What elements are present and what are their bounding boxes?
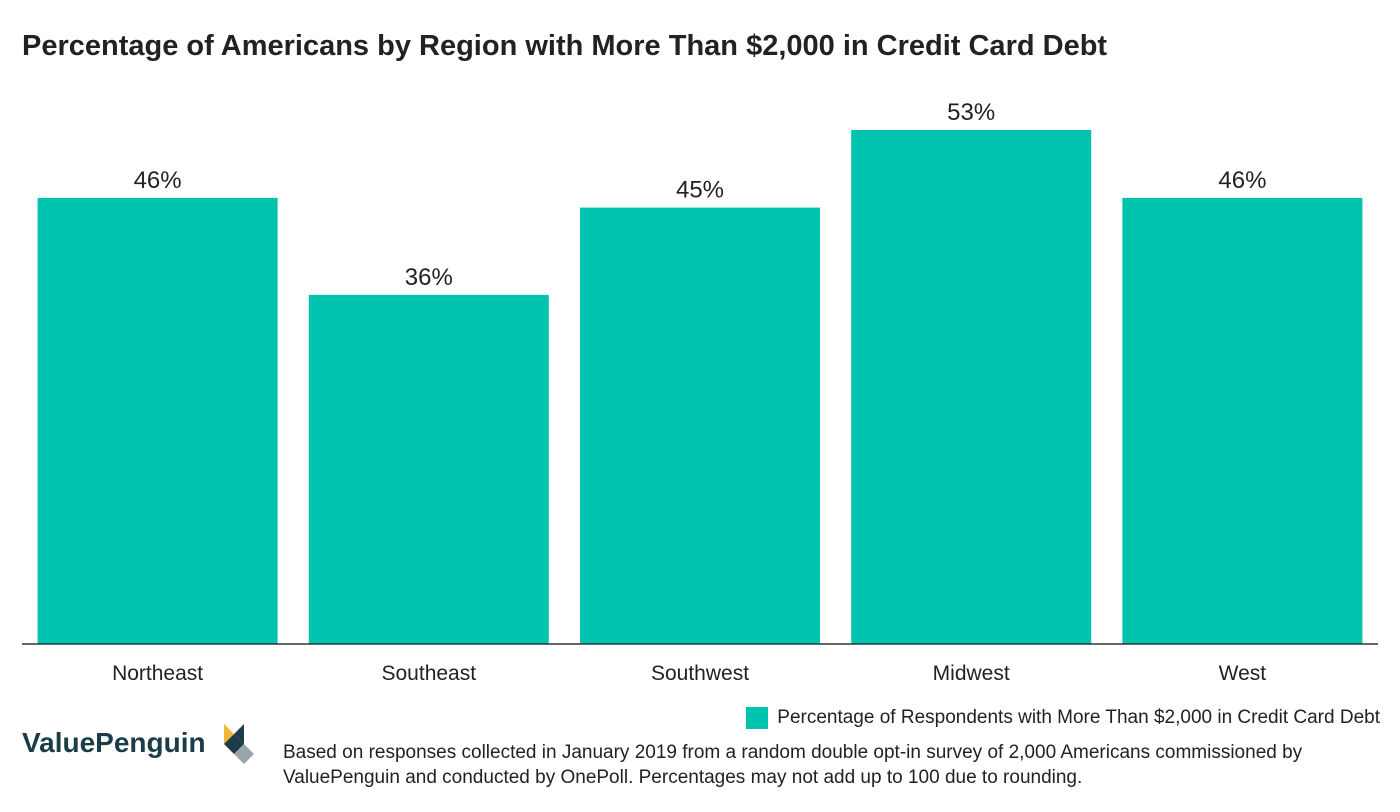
value-label-northeast: 46%: [134, 167, 182, 194]
value-labels-group: 46% 36% 45% 53% 46%: [134, 99, 1267, 291]
category-label-northeast: Northeast: [112, 662, 203, 685]
category-label-west: West: [1219, 662, 1267, 685]
legend-label: Percentage of Respondents with More Than…: [777, 707, 1380, 728]
category-labels-group: Northeast Southeast Southwest Midwest West: [112, 662, 1266, 685]
category-label-midwest: Midwest: [933, 662, 1010, 685]
category-label-southeast: Southeast: [382, 662, 477, 685]
legend-swatch: [746, 707, 769, 729]
footnote: Based on responses collected in January …: [283, 742, 1303, 788]
bar-northeast: [37, 197, 278, 645]
bar-chart: 46% 36% 45% 53% 46% Northeast Southeast Southw…: [22, 99, 1378, 685]
value-label-west: 46%: [1218, 167, 1266, 194]
legend: Percentage of Respondents with More Than…: [746, 707, 1380, 729]
value-label-southwest: 45%: [676, 177, 724, 204]
brand-name: ValuePenguin: [22, 727, 206, 758]
bar-west: [1122, 197, 1363, 645]
value-label-southeast: 36%: [405, 264, 453, 291]
bar-southwest: [580, 207, 820, 644]
bar-midwest: [851, 130, 1092, 644]
brand: ValuePenguin: [22, 722, 254, 764]
category-label-southwest: Southwest: [651, 662, 749, 685]
bar-southeast: [308, 294, 549, 644]
value-label-midwest: 53%: [947, 99, 995, 126]
chart-title: Percentage of Americans by Region with M…: [22, 30, 1108, 62]
valuepenguin-logo-icon: [223, 724, 254, 764]
bars-group: [37, 130, 1363, 645]
